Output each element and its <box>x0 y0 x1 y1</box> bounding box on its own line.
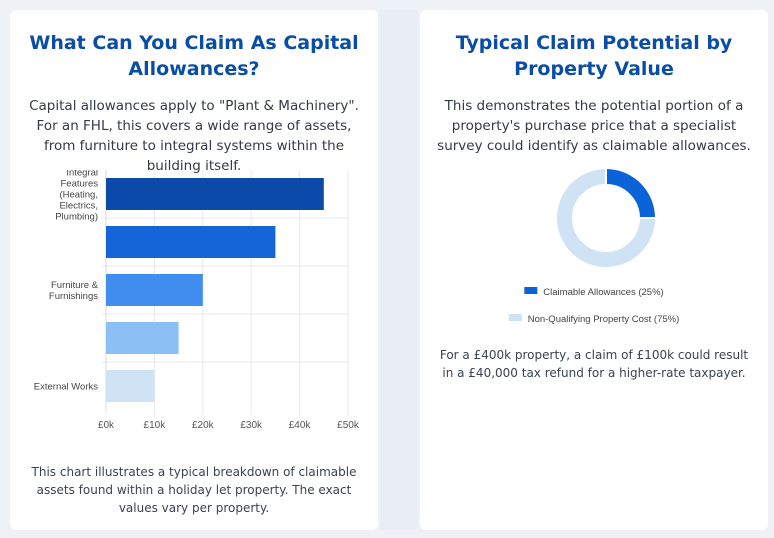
x-tick-label: £10k <box>144 420 167 431</box>
x-tick-label: £20k <box>192 420 215 431</box>
legend-label: Claimable Allowances (25%) <box>543 287 663 298</box>
donut-slice <box>555 166 658 269</box>
y-tick-label: (Heating, <box>59 190 98 201</box>
bar <box>106 370 155 402</box>
legend-swatch <box>508 314 522 321</box>
right-card-description: This demonstrates the potential portion … <box>437 98 751 154</box>
legend-label: Non-Qualifying Property Cost (75%) <box>528 314 680 325</box>
y-tick-label: Integral <box>66 170 98 179</box>
donut-slice <box>605 166 658 219</box>
x-tick-label: £0k <box>98 420 115 431</box>
left-card-footnote: This chart illustrates a typical breakdo… <box>31 465 357 515</box>
bar <box>106 178 324 210</box>
x-tick-label: £30k <box>240 420 263 431</box>
x-tick-label: £50k <box>337 420 360 431</box>
left-card-description: Capital allowances apply to "Plant & Mac… <box>29 98 359 174</box>
donut-chart: Claimable Allowances (25%) Non-Qualifying… <box>508 166 680 325</box>
center-divider <box>380 10 418 530</box>
y-tick-label: Furnishings <box>49 291 98 302</box>
bar <box>106 322 179 354</box>
y-tick-label: Plumbing) <box>55 212 98 223</box>
right-card-title: Typical Claim Potential by Property Valu… <box>455 32 733 80</box>
left-card: What Can You Claim As Capital Allowances… <box>10 10 378 530</box>
left-card-title: What Can You Claim As Capital Allowances… <box>29 32 359 80</box>
bar-chart: £0k £10k £20k £30k £40k £50k IntegralFeatures(… <box>34 170 360 431</box>
y-tick-label: Electrics, <box>59 201 98 212</box>
bar <box>106 274 203 306</box>
y-tick-label: External Works <box>34 382 98 393</box>
y-tick-label: Furniture & <box>51 280 99 291</box>
y-tick-label: Features <box>61 179 99 190</box>
right-card-footnote: For a £400k property, a claim of £100k c… <box>439 348 749 380</box>
right-card: Typical Claim Potential by Property Valu… <box>420 10 768 530</box>
bar <box>106 226 276 258</box>
legend-swatch <box>524 287 538 294</box>
x-tick-label: £40k <box>289 420 312 431</box>
